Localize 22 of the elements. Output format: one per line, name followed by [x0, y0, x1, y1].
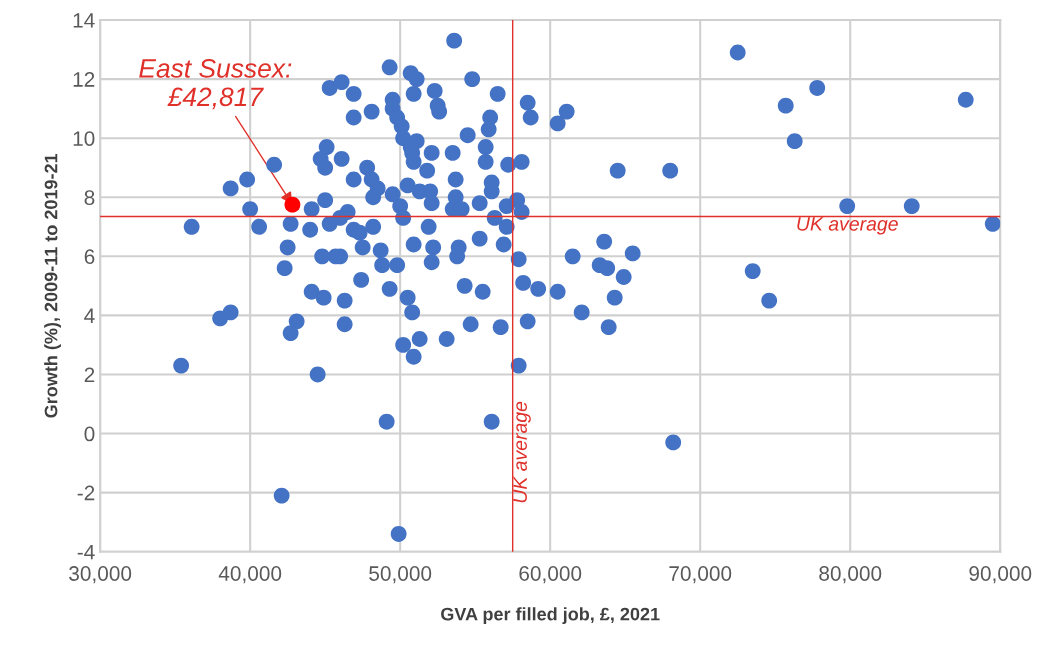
y-axis-title: Growth (%), 2009-11 to 2019-21 [44, 153, 61, 418]
y-tick-label: -4 [77, 544, 95, 560]
annotation: East Sussex: £42,817 [139, 59, 292, 110]
y-tick-label: 12 [73, 72, 95, 87]
x-tick-label: 60,000 [519, 566, 582, 584]
y-tick-label: 14 [73, 13, 95, 28]
x-axis-title: GVA per filled job, £, 2021 [441, 607, 660, 625]
y-tick-label: 6 [84, 249, 95, 265]
x-tick-label: 80,000 [819, 566, 882, 584]
y-tick-label: 2 [84, 367, 95, 383]
y-tick-label: 10 [73, 131, 95, 146]
x-tick-label: 50,000 [369, 566, 432, 584]
y-tick-label: 8 [84, 190, 95, 205]
x-tick-label: 90,000 [969, 566, 1032, 584]
ref-line-label: UK average [797, 217, 898, 235]
y-tick-label: -2 [77, 485, 95, 501]
x-tick-label: 30,000 [69, 566, 132, 584]
y-tick-label: 0 [84, 426, 95, 442]
x-tick-label: 70,000 [669, 566, 732, 584]
ref-line-label: UK average [513, 401, 531, 503]
y-tick-label: 4 [84, 308, 95, 323]
x-tick-label: 40,000 [218, 566, 282, 584]
